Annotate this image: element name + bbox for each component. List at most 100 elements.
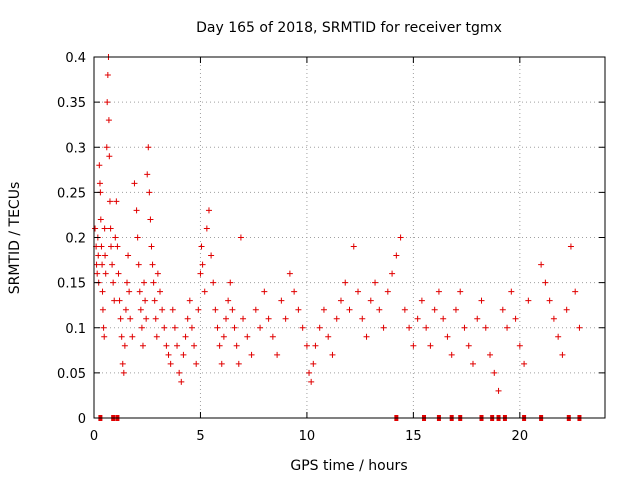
x-tick-label: 15	[405, 429, 422, 444]
data-point	[96, 180, 103, 187]
data-point	[199, 261, 206, 268]
data-point	[148, 243, 155, 250]
data-point	[423, 324, 430, 331]
data-point	[487, 351, 494, 358]
data-point	[92, 225, 99, 232]
data-point	[393, 252, 400, 259]
data-point	[151, 297, 158, 304]
data-point	[355, 288, 362, 295]
x-tick-label: 0	[90, 429, 98, 444]
data-point	[157, 288, 164, 295]
data-point	[499, 306, 506, 313]
data-point	[120, 369, 127, 376]
data-point	[567, 243, 574, 250]
data-point	[478, 297, 485, 304]
data-point	[257, 324, 264, 331]
data-point	[103, 144, 110, 151]
data-point	[167, 360, 174, 367]
data-point	[295, 306, 302, 313]
data-point	[119, 360, 126, 367]
data-point	[550, 315, 557, 322]
data-point	[98, 243, 105, 250]
data-point	[101, 225, 108, 232]
data-point	[274, 351, 281, 358]
data-point	[212, 306, 219, 313]
data-point	[216, 342, 223, 349]
data-point	[150, 279, 157, 286]
data-point	[237, 234, 244, 241]
data-point	[261, 288, 268, 295]
data-point	[252, 306, 259, 313]
data-point	[214, 324, 221, 331]
data-point	[401, 306, 408, 313]
data-point	[448, 351, 455, 358]
data-point	[414, 315, 421, 322]
y-tick-label: 0.15	[57, 277, 86, 292]
y-tick-label: 0.4	[65, 51, 86, 66]
data-point	[208, 252, 215, 259]
data-point	[223, 315, 230, 322]
data-point	[104, 72, 111, 79]
data-point	[376, 306, 383, 313]
y-tick-label: 0.05	[57, 367, 86, 382]
data-point	[231, 324, 238, 331]
data-point	[306, 369, 313, 376]
data-point	[113, 198, 120, 205]
data-point	[452, 306, 459, 313]
data-point	[482, 324, 489, 331]
data-point	[96, 162, 103, 169]
data-point	[525, 297, 532, 304]
data-point	[346, 306, 353, 313]
data-point	[99, 288, 106, 295]
data-point	[154, 270, 161, 277]
data-point	[122, 306, 129, 313]
data-point	[137, 306, 144, 313]
data-point	[435, 288, 442, 295]
data-point	[406, 324, 413, 331]
data-point	[576, 324, 583, 331]
x-axis-ticks: 0 5 10 15 20	[90, 57, 528, 444]
data-point	[418, 297, 425, 304]
data-point	[112, 234, 119, 241]
data-point	[176, 369, 183, 376]
data-point	[186, 297, 193, 304]
data-point	[134, 234, 141, 241]
data-point	[165, 351, 172, 358]
data-point	[333, 315, 340, 322]
data-point	[201, 288, 208, 295]
grid	[94, 57, 605, 418]
data-point	[109, 261, 116, 268]
data-point	[380, 324, 387, 331]
data-point	[225, 297, 232, 304]
data-point	[145, 144, 152, 151]
data-point	[143, 315, 150, 322]
data-point	[367, 297, 374, 304]
data-point	[184, 315, 191, 322]
data-point	[316, 324, 323, 331]
data-point	[107, 225, 114, 232]
data-point	[126, 288, 133, 295]
data-point	[389, 270, 396, 277]
data-point	[97, 216, 104, 223]
data-point	[495, 387, 502, 394]
y-tick-label: 0.2	[65, 232, 86, 247]
data-point	[106, 153, 113, 160]
y-tick-label: 0.25	[57, 186, 86, 201]
data-point	[469, 360, 476, 367]
data-point	[491, 369, 498, 376]
y-tick-label: 0.1	[65, 322, 86, 337]
data-point	[563, 306, 570, 313]
data-point	[108, 243, 115, 250]
data-point	[193, 360, 200, 367]
data-point	[235, 360, 242, 367]
data-point	[178, 378, 185, 385]
data-point	[106, 198, 113, 205]
data-point	[291, 288, 298, 295]
data-point	[440, 315, 447, 322]
data-point	[139, 342, 146, 349]
data-point	[542, 279, 549, 286]
data-point	[198, 243, 205, 250]
data-point	[444, 333, 451, 340]
y-tick-label: 0.35	[57, 96, 86, 111]
